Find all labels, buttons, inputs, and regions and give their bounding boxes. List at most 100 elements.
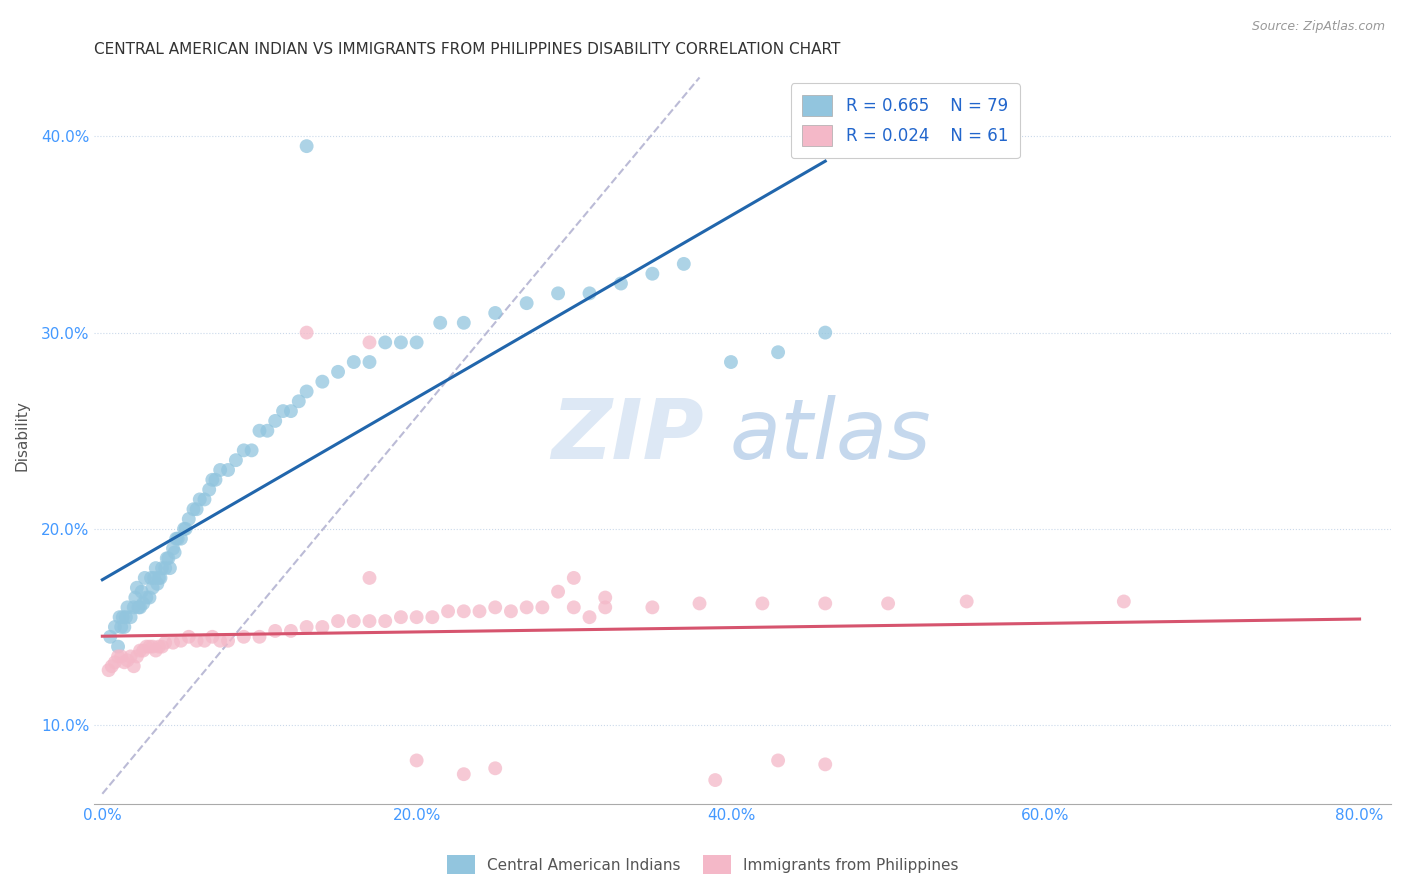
Point bbox=[107, 640, 129, 654]
Point bbox=[120, 649, 142, 664]
Point bbox=[174, 522, 197, 536]
Point bbox=[104, 656, 127, 670]
Point bbox=[201, 630, 224, 644]
Point bbox=[516, 296, 538, 310]
Point bbox=[110, 620, 132, 634]
Text: ZIP: ZIP bbox=[551, 395, 704, 476]
Point bbox=[956, 594, 979, 608]
Point bbox=[499, 604, 522, 618]
Point bbox=[468, 604, 491, 618]
Point bbox=[225, 453, 247, 467]
Point bbox=[249, 424, 271, 438]
Point bbox=[134, 571, 156, 585]
Point bbox=[704, 773, 727, 788]
Point bbox=[593, 591, 616, 605]
Point bbox=[484, 600, 506, 615]
Point bbox=[359, 355, 381, 369]
Point bbox=[359, 571, 381, 585]
Point bbox=[877, 596, 900, 610]
Point bbox=[672, 257, 695, 271]
Point bbox=[209, 463, 232, 477]
Point bbox=[280, 404, 302, 418]
Point bbox=[117, 653, 139, 667]
Point bbox=[138, 591, 160, 605]
Legend: Central American Indians, Immigrants from Philippines: Central American Indians, Immigrants fro… bbox=[441, 849, 965, 880]
Point bbox=[177, 512, 200, 526]
Point bbox=[132, 643, 155, 657]
Point bbox=[751, 596, 773, 610]
Point bbox=[129, 643, 152, 657]
Point bbox=[177, 630, 200, 644]
Point bbox=[295, 620, 318, 634]
Text: Source: ZipAtlas.com: Source: ZipAtlas.com bbox=[1251, 20, 1385, 33]
Point bbox=[173, 522, 195, 536]
Point bbox=[117, 600, 139, 615]
Point bbox=[156, 551, 179, 566]
Point bbox=[256, 424, 278, 438]
Point bbox=[204, 473, 226, 487]
Point bbox=[326, 614, 349, 628]
Point bbox=[287, 394, 309, 409]
Point bbox=[610, 277, 633, 291]
Point bbox=[389, 335, 412, 350]
Point bbox=[295, 139, 318, 153]
Point bbox=[264, 414, 287, 428]
Point bbox=[153, 561, 176, 575]
Point bbox=[641, 600, 664, 615]
Point bbox=[153, 636, 176, 650]
Point bbox=[183, 502, 205, 516]
Point bbox=[271, 404, 294, 418]
Point bbox=[198, 483, 221, 497]
Point bbox=[125, 581, 148, 595]
Point bbox=[163, 545, 186, 559]
Point bbox=[232, 630, 254, 644]
Point bbox=[295, 326, 318, 340]
Point bbox=[326, 365, 349, 379]
Point bbox=[562, 571, 585, 585]
Point bbox=[689, 596, 711, 610]
Point bbox=[111, 610, 134, 624]
Point bbox=[437, 604, 460, 618]
Point bbox=[149, 571, 172, 585]
Point bbox=[108, 610, 131, 624]
Point bbox=[142, 581, 165, 595]
Point bbox=[814, 326, 837, 340]
Point bbox=[217, 633, 239, 648]
Point bbox=[104, 620, 127, 634]
Point bbox=[531, 600, 554, 615]
Point bbox=[122, 659, 145, 673]
Point bbox=[641, 267, 664, 281]
Point bbox=[129, 600, 152, 615]
Point bbox=[162, 636, 184, 650]
Point bbox=[343, 614, 366, 628]
Point bbox=[374, 335, 396, 350]
Point bbox=[593, 600, 616, 615]
Legend: R = 0.665    N = 79, R = 0.024    N = 61: R = 0.665 N = 79, R = 0.024 N = 61 bbox=[790, 83, 1019, 158]
Point bbox=[280, 624, 302, 638]
Point bbox=[814, 596, 837, 610]
Point bbox=[186, 502, 208, 516]
Point bbox=[578, 610, 600, 624]
Text: CENTRAL AMERICAN INDIAN VS IMMIGRANTS FROM PHILIPPINES DISABILITY CORRELATION CH: CENTRAL AMERICAN INDIAN VS IMMIGRANTS FR… bbox=[94, 42, 841, 57]
Point bbox=[405, 335, 427, 350]
Point bbox=[135, 591, 157, 605]
Point bbox=[453, 316, 475, 330]
Point bbox=[186, 633, 208, 648]
Point bbox=[138, 640, 160, 654]
Point bbox=[165, 532, 187, 546]
Point bbox=[343, 355, 366, 369]
Point bbox=[150, 561, 173, 575]
Point bbox=[766, 754, 789, 768]
Point bbox=[122, 600, 145, 615]
Point bbox=[547, 584, 569, 599]
Point bbox=[166, 532, 188, 546]
Point bbox=[311, 620, 333, 634]
Point bbox=[143, 571, 166, 585]
Point bbox=[162, 541, 184, 556]
Point bbox=[148, 571, 170, 585]
Point bbox=[201, 473, 224, 487]
Point bbox=[148, 640, 170, 654]
Point bbox=[389, 610, 412, 624]
Point bbox=[453, 767, 475, 781]
Point bbox=[139, 571, 162, 585]
